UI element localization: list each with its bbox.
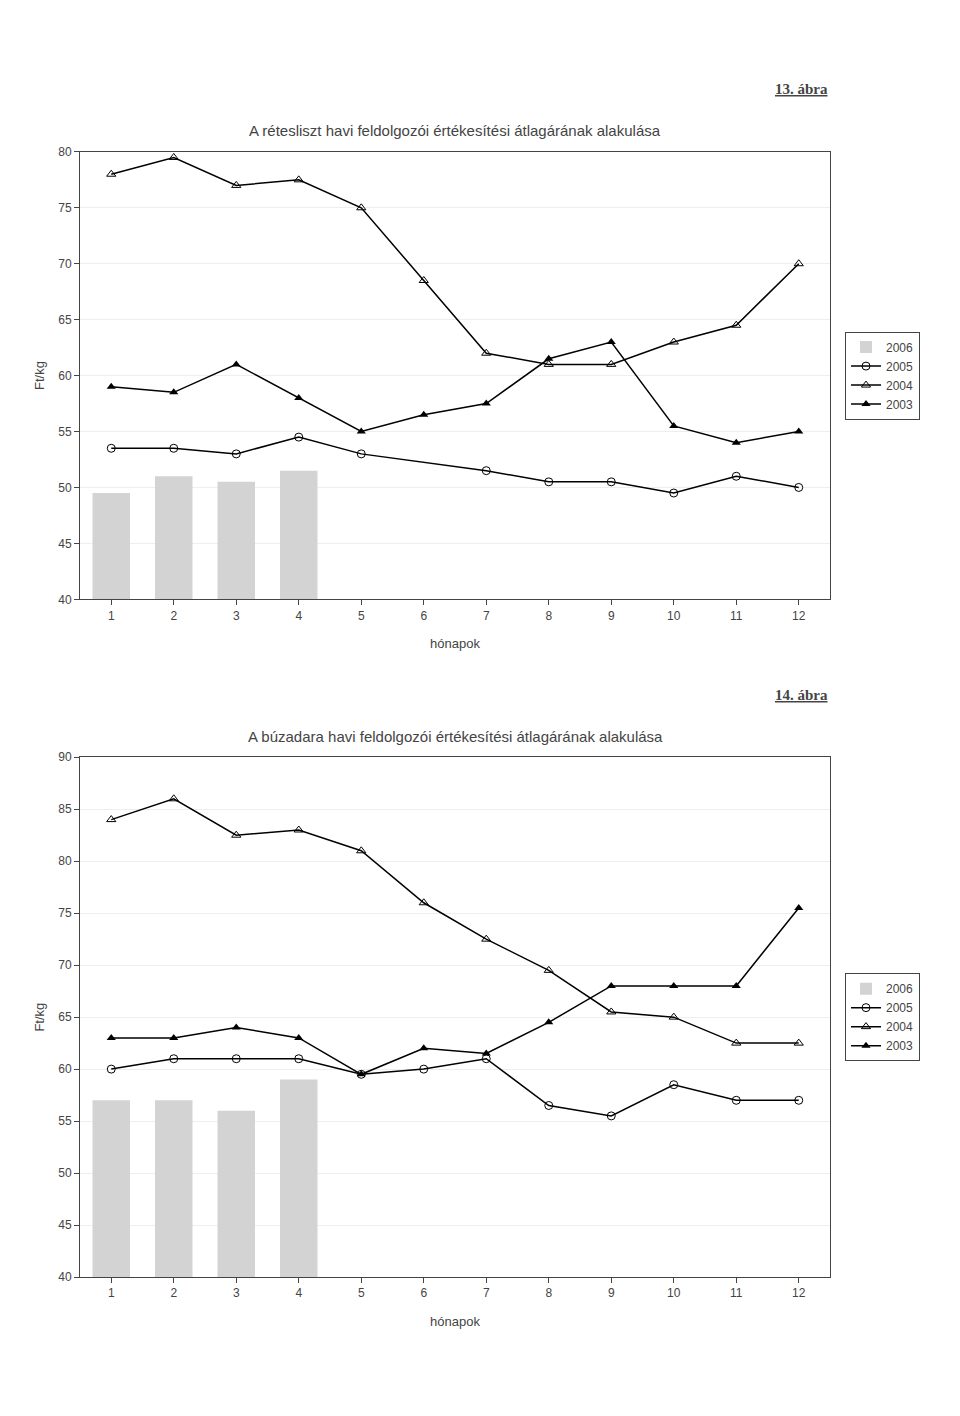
svg-text:13. ábra: 13. ábra xyxy=(775,81,828,97)
svg-text:50: 50 xyxy=(58,481,72,495)
svg-text:10: 10 xyxy=(667,609,681,623)
svg-text:2005: 2005 xyxy=(886,1001,913,1015)
svg-text:50: 50 xyxy=(58,1166,72,1180)
svg-text:7: 7 xyxy=(483,1286,490,1300)
svg-text:1: 1 xyxy=(108,1286,115,1300)
svg-text:2004: 2004 xyxy=(886,379,913,393)
svg-text:85: 85 xyxy=(58,802,72,816)
svg-text:9: 9 xyxy=(608,609,615,623)
svg-text:2: 2 xyxy=(170,1286,177,1300)
svg-text:A rétesliszt havi feldolgozói: A rétesliszt havi feldolgozói értékesíté… xyxy=(249,122,661,139)
svg-text:70: 70 xyxy=(58,257,72,271)
svg-text:40: 40 xyxy=(58,593,72,607)
svg-text:4: 4 xyxy=(295,609,302,623)
svg-text:75: 75 xyxy=(58,906,72,920)
svg-text:12: 12 xyxy=(792,1286,806,1300)
svg-text:7: 7 xyxy=(483,609,490,623)
svg-text:45: 45 xyxy=(58,537,72,551)
svg-text:2005: 2005 xyxy=(886,360,913,374)
svg-text:55: 55 xyxy=(58,1114,72,1128)
svg-text:65: 65 xyxy=(58,313,72,327)
svg-text:2006: 2006 xyxy=(886,982,913,996)
svg-text:45: 45 xyxy=(58,1218,72,1232)
svg-text:12: 12 xyxy=(792,609,806,623)
svg-text:3: 3 xyxy=(233,609,240,623)
svg-text:55: 55 xyxy=(58,425,72,439)
svg-text:70: 70 xyxy=(58,958,72,972)
svg-text:5: 5 xyxy=(358,609,365,623)
svg-text:6: 6 xyxy=(420,609,427,623)
svg-text:4: 4 xyxy=(295,1286,302,1300)
svg-text:9: 9 xyxy=(608,1286,615,1300)
svg-text:6: 6 xyxy=(420,1286,427,1300)
svg-text:2004: 2004 xyxy=(886,1020,913,1034)
svg-text:Ft/kg: Ft/kg xyxy=(32,361,47,390)
svg-text:hónapok: hónapok xyxy=(430,1314,480,1329)
svg-text:10: 10 xyxy=(667,1286,681,1300)
svg-text:75: 75 xyxy=(58,201,72,215)
svg-text:3: 3 xyxy=(233,1286,240,1300)
svg-text:8: 8 xyxy=(545,609,552,623)
svg-text:1: 1 xyxy=(108,609,115,623)
svg-text:90: 90 xyxy=(58,750,72,764)
svg-text:65: 65 xyxy=(58,1010,72,1024)
svg-text:60: 60 xyxy=(58,369,72,383)
svg-text:2006: 2006 xyxy=(886,341,913,355)
svg-text:80: 80 xyxy=(58,145,72,159)
svg-text:Ft/kg: Ft/kg xyxy=(32,1003,47,1032)
svg-text:2003: 2003 xyxy=(886,398,913,412)
svg-text:40: 40 xyxy=(58,1270,72,1284)
svg-text:8: 8 xyxy=(545,1286,552,1300)
svg-text:2003: 2003 xyxy=(886,1039,913,1053)
svg-text:5: 5 xyxy=(358,1286,365,1300)
svg-text:60: 60 xyxy=(58,1062,72,1076)
svg-text:80: 80 xyxy=(58,854,72,868)
svg-text:14. ábra: 14. ábra xyxy=(775,687,828,703)
svg-text:hónapok: hónapok xyxy=(430,636,480,651)
svg-text:A búzadara havi feldolgozói ér: A búzadara havi feldolgozói értékesítési… xyxy=(248,728,663,745)
svg-text:2: 2 xyxy=(170,609,177,623)
svg-text:11: 11 xyxy=(730,1286,743,1300)
svg-text:11: 11 xyxy=(730,609,743,623)
